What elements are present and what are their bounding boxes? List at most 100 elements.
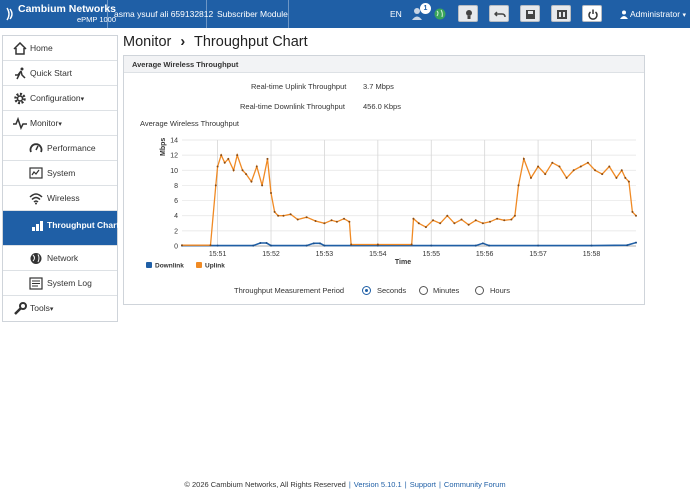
period-hours-radio[interactable] (475, 286, 484, 295)
globe-status-icon[interactable] (434, 8, 446, 20)
period-seconds-radio[interactable] (362, 286, 371, 295)
data-point (631, 210, 634, 213)
panel-title: Average Wireless Throughput (124, 56, 644, 73)
brand[interactable]: Cambium Networks ePMP 1000 (0, 0, 116, 28)
x-tick-label: 15:58 (583, 251, 601, 258)
period-seconds-label[interactable]: Seconds (377, 286, 407, 295)
uplink-value: 3.7 Mbps (363, 82, 394, 91)
y-tick-label: 10 (170, 168, 178, 175)
data-point (496, 217, 499, 220)
globe-icon (30, 253, 42, 264)
top-bar: Cambium Networks ePMP 1000 asma ysuuf al… (0, 0, 690, 28)
period-label: Throughput Measurement Period (234, 286, 345, 295)
series-line-uplink (182, 152, 637, 246)
data-point (432, 219, 435, 222)
data-point (314, 220, 317, 223)
notification-badge[interactable]: 1 (420, 3, 431, 14)
period-minutes-radio[interactable] (419, 286, 428, 295)
data-point (417, 222, 420, 225)
cambium-logo-icon (6, 7, 13, 21)
breadcrumb-section[interactable]: Monitor (123, 34, 172, 50)
sidebar-item-home[interactable]: Home (3, 36, 117, 61)
data-point (209, 244, 212, 247)
data-point (446, 214, 449, 217)
data-point (572, 169, 575, 172)
data-point (282, 214, 285, 217)
power-icon (588, 9, 598, 20)
power-button[interactable] (582, 5, 602, 22)
y-tick-label: 2 (174, 228, 178, 235)
y-tick-label: 0 (174, 244, 178, 251)
data-point (474, 219, 477, 222)
data-point (296, 218, 299, 221)
data-point (232, 169, 235, 172)
language-selector[interactable]: EN (390, 9, 402, 19)
data-point (181, 244, 183, 247)
data-point (488, 244, 491, 247)
wifi-icon (29, 193, 43, 205)
version-link[interactable]: Version 5.10.1 (353, 480, 402, 489)
community-forum-link[interactable]: Community Forum (443, 480, 506, 489)
data-point (214, 184, 217, 187)
data-point (216, 244, 219, 247)
sidebar-item-quick-start[interactable]: Quick Start (3, 61, 117, 86)
header-divider (288, 0, 289, 28)
brand-model: ePMP 1000 (76, 15, 117, 24)
period-minutes-label[interactable]: Minutes (433, 286, 460, 295)
user-menu[interactable]: Administrator ▾ (630, 9, 686, 19)
data-point (410, 243, 413, 246)
data-point (289, 213, 292, 216)
data-point (635, 241, 637, 244)
data-point (481, 222, 484, 225)
support-link[interactable]: Support (409, 480, 436, 489)
data-point (250, 180, 253, 183)
undo-button[interactable] (489, 5, 509, 22)
data-point (430, 244, 433, 247)
data-point (594, 169, 597, 172)
data-point (348, 220, 351, 223)
undo-icon (494, 11, 506, 18)
data-point (330, 219, 333, 222)
sidebar-item-performance[interactable]: Performance (3, 136, 117, 161)
sidebar-item-wireless[interactable]: Wireless (3, 186, 117, 211)
sidebar-item-label: Throughput Chart (47, 220, 120, 230)
sidebar-item-label: Network (47, 253, 79, 263)
locate-button[interactable] (458, 5, 478, 22)
y-tick-label: 4 (174, 213, 178, 220)
sidebar-item-tools[interactable]: Tools▾ (3, 296, 117, 321)
sidebar-item-system-log[interactable]: System Log (3, 271, 117, 296)
tools-icon (557, 10, 567, 19)
device-mode: Subscriber Module (217, 9, 288, 19)
sidebar-item-configuration[interactable]: Configuration▾ (3, 86, 117, 111)
sidebar-item-label: Monitor▾ (30, 118, 62, 128)
data-point (529, 176, 532, 179)
data-point (261, 184, 264, 187)
wrench-icon (14, 302, 27, 315)
chart-title: Average Wireless Throughput (140, 119, 239, 128)
users-icon[interactable] (411, 7, 425, 21)
sidebar-item-throughput-chart[interactable]: Throughput Chart (3, 211, 119, 246)
y-tick-label: 8 (174, 183, 178, 190)
data-point (627, 180, 630, 183)
period-hours-label[interactable]: Hours (490, 286, 511, 295)
data-point (513, 214, 516, 217)
x-axis-label: Time (395, 259, 411, 266)
copyright: © 2026 Cambium Networks, All Rights Rese… (184, 480, 346, 489)
sidebar-item-monitor[interactable]: Monitor▾ (3, 111, 117, 136)
save-button[interactable] (520, 5, 540, 22)
data-point (270, 244, 273, 247)
sidebar-item-label: Wireless (47, 193, 80, 203)
data-point (266, 157, 269, 160)
gauge-icon (29, 143, 43, 153)
sidebar-item-system[interactable]: System (3, 161, 117, 186)
device-name: asma ysuuf ali 659132812 (114, 9, 214, 19)
reboot-button[interactable] (551, 5, 571, 22)
sidebar: Home Quick Start Configuration▾ Monitor▾… (2, 35, 119, 322)
data-point (277, 214, 280, 217)
data-point (227, 157, 230, 160)
data-point (620, 169, 623, 172)
data-point (335, 220, 338, 223)
data-point (460, 218, 463, 221)
sidebar-item-network[interactable]: Network (3, 246, 117, 271)
data-point (323, 244, 326, 247)
